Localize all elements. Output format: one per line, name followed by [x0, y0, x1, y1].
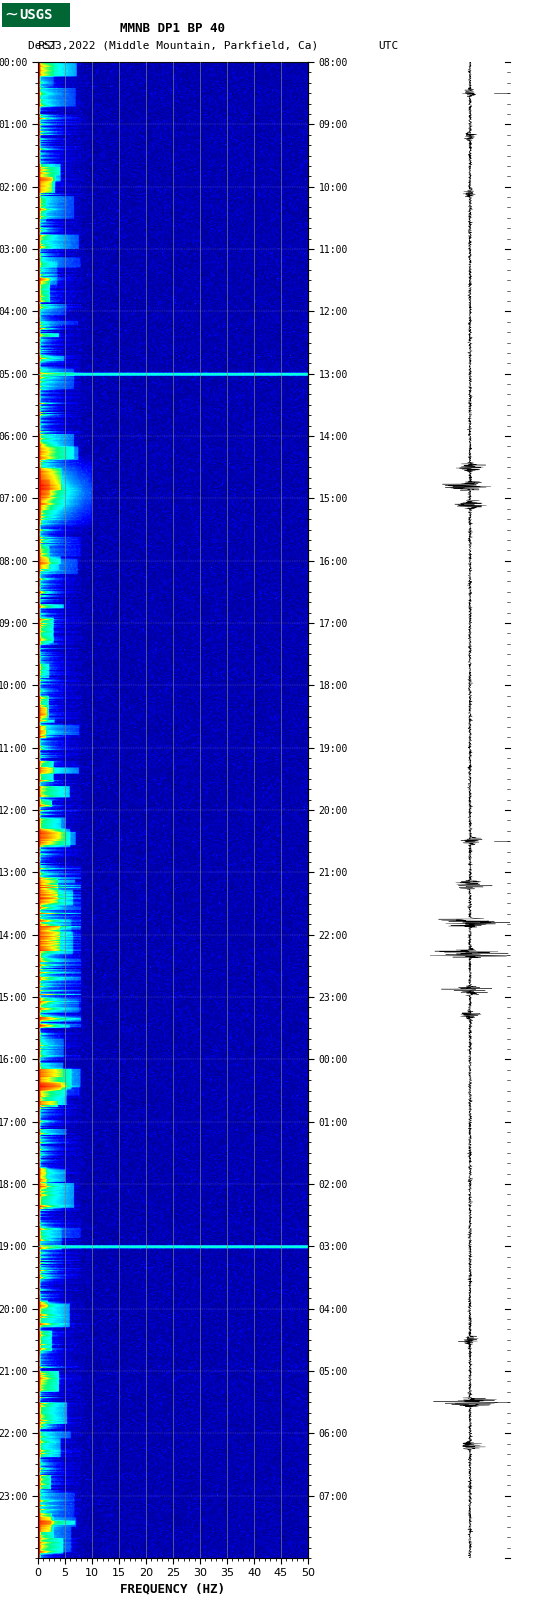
- Text: PST: PST: [38, 40, 59, 52]
- Text: ~: ~: [4, 6, 18, 24]
- Text: UTC: UTC: [378, 40, 398, 52]
- FancyBboxPatch shape: [2, 3, 70, 27]
- X-axis label: FREQUENCY (HZ): FREQUENCY (HZ): [120, 1582, 226, 1595]
- Text: Dec23,2022 (Middle Mountain, Parkfield, Ca): Dec23,2022 (Middle Mountain, Parkfield, …: [28, 40, 318, 52]
- Text: MMNB DP1 BP 40: MMNB DP1 BP 40: [120, 21, 226, 34]
- Text: USGS: USGS: [19, 8, 53, 23]
